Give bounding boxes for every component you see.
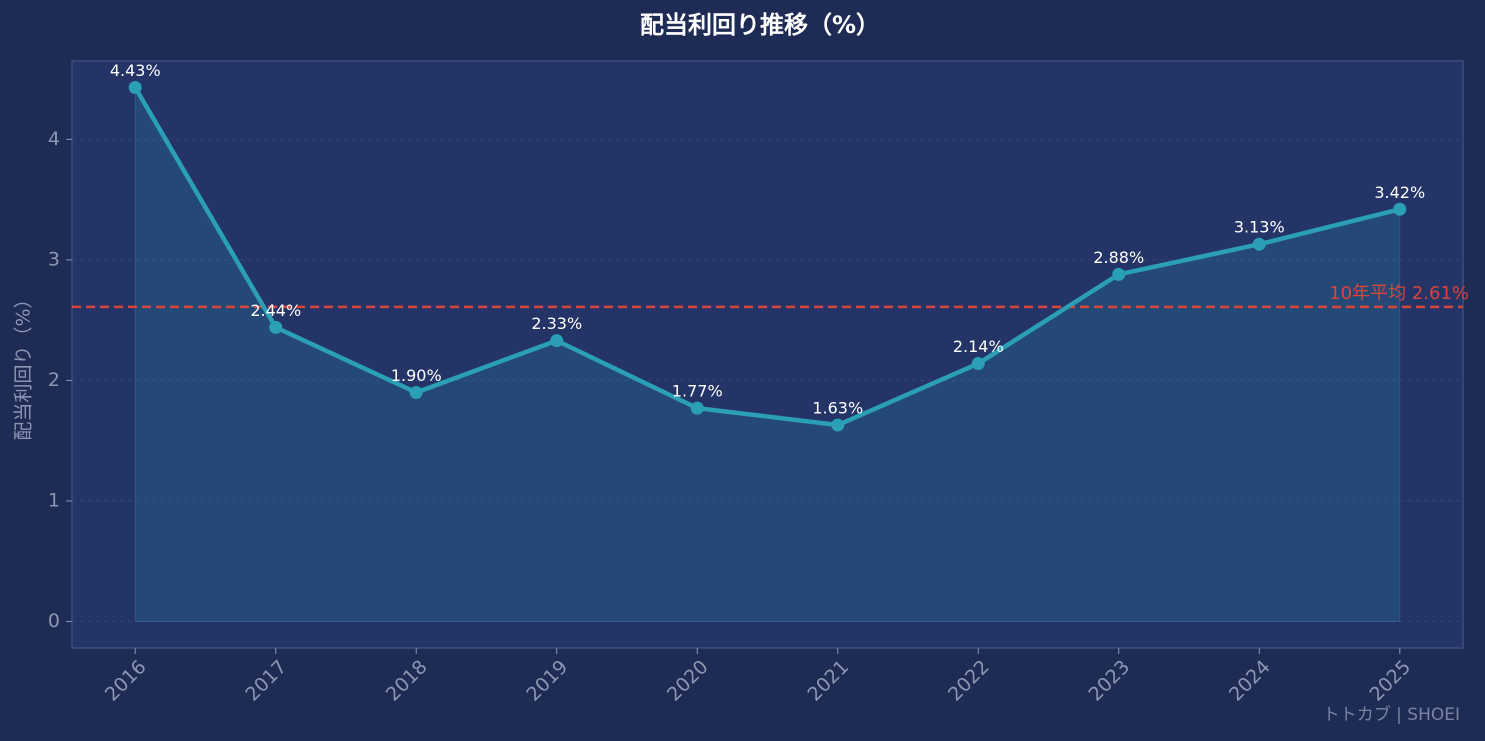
value-label: 1.77%	[672, 382, 723, 401]
point	[1393, 202, 1407, 216]
plot-area	[71, 60, 1464, 649]
point	[690, 401, 704, 415]
y-tick-label: 2	[48, 369, 60, 391]
watermark: トトカブ | SHOEI	[1323, 704, 1460, 725]
value-label: 2.14%	[953, 337, 1004, 356]
point	[1112, 267, 1126, 281]
point	[1252, 237, 1266, 251]
value-label: 2.33%	[531, 314, 582, 333]
point	[128, 81, 142, 95]
line	[133, 86, 1401, 428]
value-label: 1.90%	[391, 366, 442, 385]
point	[409, 385, 423, 399]
value-label: 1.63%	[812, 399, 863, 418]
value-label: 2.88%	[1093, 248, 1144, 267]
y-tick-label: 0	[48, 610, 60, 632]
value-label: 3.42%	[1374, 183, 1425, 202]
chart-title: 配当利回り推移（%）	[640, 11, 880, 39]
y-tick-label: 3	[48, 248, 60, 270]
y-tick-label: 1	[48, 489, 60, 511]
point	[971, 357, 985, 371]
reference-label: 10年平均 2.61%	[1329, 283, 1469, 304]
point	[831, 418, 845, 432]
value-label: 4.43%	[110, 61, 161, 80]
y-axis-label: 配当利回り（%）	[13, 289, 35, 440]
value-label: 2.44%	[250, 301, 301, 320]
value-label: 3.13%	[1234, 218, 1285, 237]
point	[269, 320, 283, 334]
y-tick-label: 4	[48, 128, 60, 150]
point	[550, 334, 564, 348]
